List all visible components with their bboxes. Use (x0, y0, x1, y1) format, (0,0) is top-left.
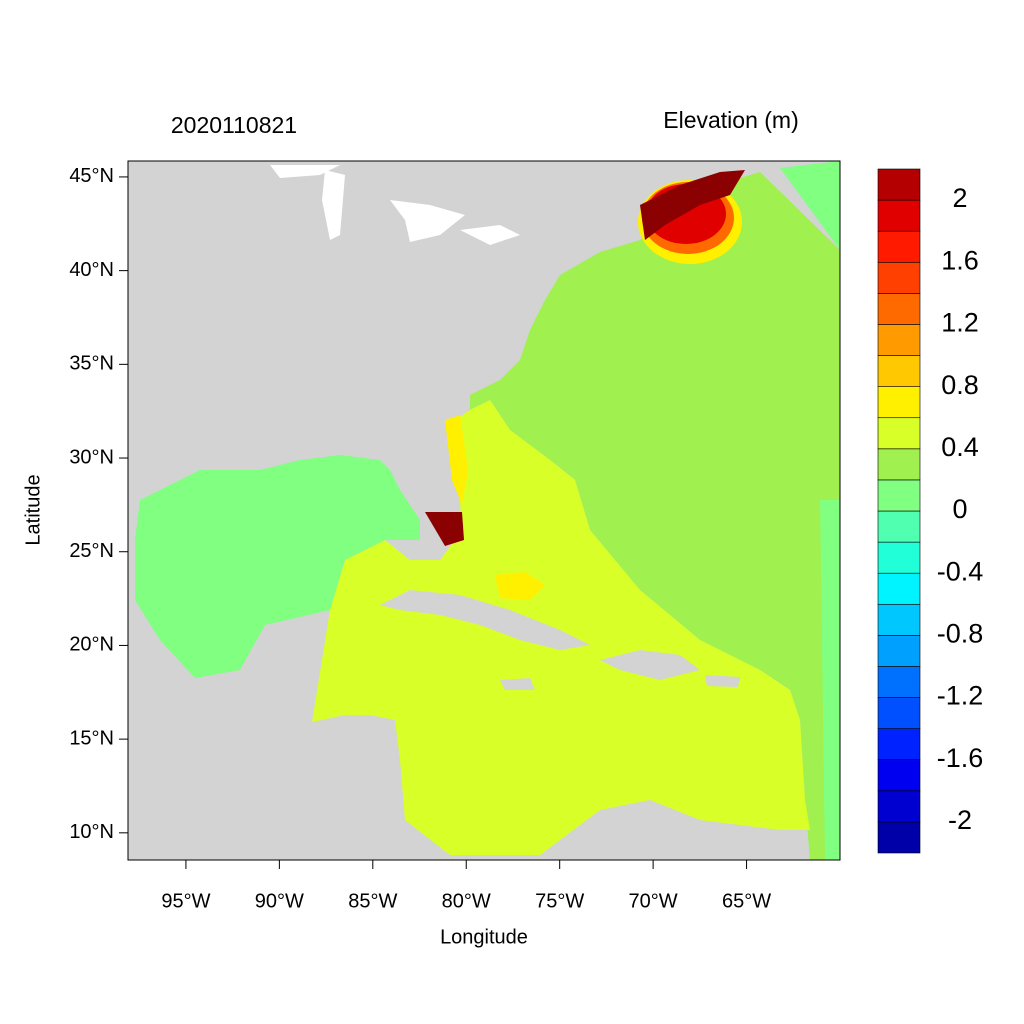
colorbar-box (877, 324, 921, 356)
colorbar-label: -2 (948, 805, 972, 835)
x-tick-label: 65°W (722, 890, 771, 912)
lake (270, 165, 340, 178)
y-tick-label: 35°N (69, 353, 114, 375)
colorbar-label: -0.8 (937, 618, 984, 648)
atlantic (470, 172, 840, 860)
colorbar-box (877, 199, 921, 232)
y-tick-label: 10°N (69, 821, 114, 843)
y-tick-label: 45°N (69, 165, 114, 187)
colorbar-label: 2 (952, 183, 967, 213)
caribbean (312, 400, 810, 855)
colorbar-box (877, 230, 921, 263)
x-tick-label: 85°W (348, 890, 397, 912)
colorbar-label: 0.4 (941, 432, 979, 462)
x-axis-label: Longitude (440, 926, 528, 948)
sea-regions (135, 161, 840, 860)
colorbar-box (877, 386, 921, 419)
puerto-rico (705, 675, 740, 687)
lake (322, 170, 345, 240)
x-tick-label: 70°W (629, 890, 678, 912)
surge-core (640, 170, 745, 240)
y-axis-label: Latitude (22, 474, 44, 545)
colorbar-box (877, 666, 921, 698)
colorbar-box (877, 759, 921, 792)
colorbar-label: 1.2 (941, 308, 979, 338)
colorbar-label: -0.4 (937, 556, 984, 586)
colorbar-box (877, 635, 921, 667)
florida-surge (425, 512, 464, 546)
colorbar-box (877, 541, 921, 574)
y-tick-label: 25°N (69, 540, 114, 562)
plot-subtitle: Elevation (m) (663, 107, 798, 133)
x-tick-label: 80°W (442, 890, 491, 912)
x-tick-label: 95°W (161, 890, 210, 912)
y-tick-label: 40°N (69, 259, 114, 281)
x-tick-label: 75°W (535, 890, 584, 912)
colorbar-label: 0.8 (941, 370, 979, 400)
colorbar-box (877, 821, 921, 854)
lake (390, 200, 465, 242)
colorbar-box (877, 293, 921, 325)
y-tick-label: 20°N (69, 634, 114, 656)
y-tick-label: 15°N (69, 727, 114, 749)
colorbar-box (877, 417, 921, 450)
atlantic-east (780, 161, 840, 250)
colorbar-label: -1.6 (937, 743, 984, 773)
colorbar-box (877, 728, 921, 761)
colorbar-box (877, 572, 921, 605)
colorbar-box (877, 510, 921, 543)
jamaica (500, 678, 535, 690)
florida-coast (445, 415, 468, 505)
colorbar-label: 1.6 (941, 245, 979, 275)
cuba (380, 590, 590, 650)
colorbar-box (877, 261, 921, 294)
colorbar-box (877, 697, 921, 729)
atlantic-edge (820, 500, 840, 860)
colorbar-label: -1.2 (937, 681, 984, 711)
plot-title: 2020110821 (171, 112, 297, 138)
colorbar-box (877, 355, 921, 387)
lakes (270, 165, 520, 245)
plot-frame (127, 160, 841, 861)
colorbar-box (877, 790, 921, 823)
gulf-of-mexico (135, 455, 420, 678)
hispaniola (600, 650, 700, 680)
colorbar-box (877, 479, 921, 512)
colorbar-box (877, 168, 921, 201)
y-tick-label: 30°N (69, 446, 114, 468)
lake (460, 225, 520, 245)
colorbar-box (877, 448, 921, 481)
colorbar-label: 0 (952, 494, 967, 524)
colorbar-box (877, 603, 921, 636)
x-tick-label: 90°W (255, 890, 304, 912)
bahamas-high (495, 572, 545, 600)
